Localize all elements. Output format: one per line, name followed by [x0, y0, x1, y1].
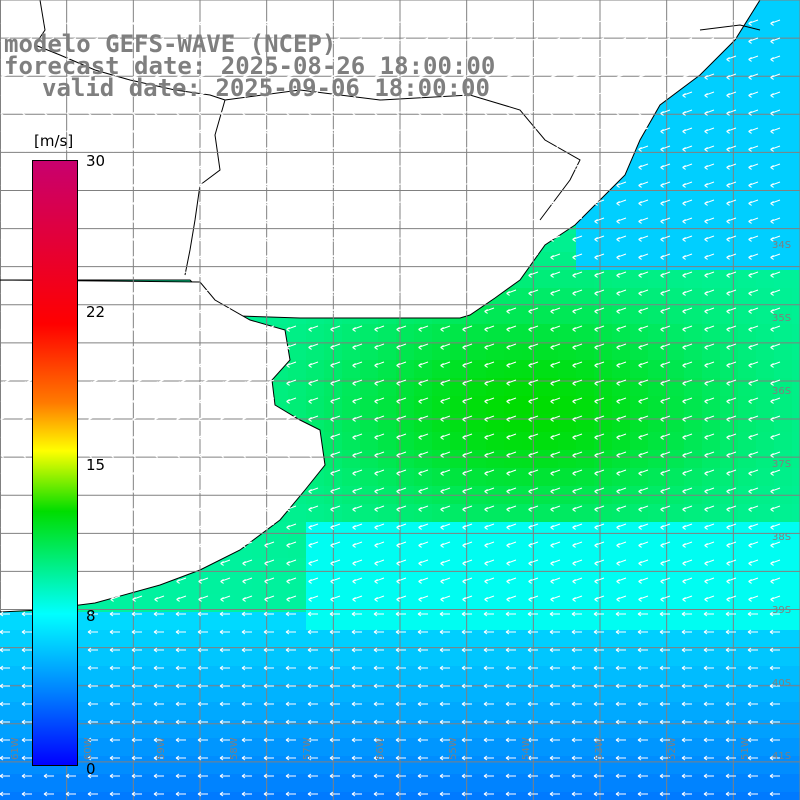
lat-label: 36S — [772, 386, 791, 397]
lat-label: 41S — [772, 751, 791, 762]
lon-label: 58W — [229, 737, 240, 760]
latitude-labels: 34S 35S 36S 37S 38S 39S 40S 41S — [772, 240, 791, 762]
model-title: modelo GEFS-WAVE (NCEP) — [4, 30, 337, 58]
lon-label: 54W — [521, 737, 532, 760]
colorbar-tick-8: 8 — [86, 607, 96, 625]
lat-label: 34S — [772, 240, 791, 251]
colorbar-tick-0: 0 — [86, 760, 96, 778]
lon-label: 51W — [740, 737, 751, 760]
lon-label: 53W — [594, 737, 605, 760]
lat-label: 38S — [772, 532, 791, 543]
lon-label: 55W — [448, 737, 459, 760]
lon-label: 57W — [302, 737, 313, 760]
lat-label: 35S — [772, 313, 791, 324]
wind-arrows — [0, 19, 781, 797]
forecast-date: forecast date: 2025-08-26 18:00:00 — [4, 52, 496, 80]
valid-date: valid date: 2025-09-06 18:00:00 — [42, 74, 490, 102]
colorbar — [32, 160, 78, 766]
lat-label: 40S — [772, 678, 791, 689]
lon-label: 52W — [667, 737, 678, 760]
lon-label: 60W — [83, 737, 94, 760]
lon-label: 56W — [375, 737, 386, 760]
colorbar-tick-15: 15 — [86, 456, 106, 474]
lat-label: 39S — [772, 605, 791, 616]
colorbar-unit: [m/s] — [34, 132, 74, 150]
colorbar-tick-30: 30 — [86, 152, 106, 170]
colorbar-tick-22: 22 — [86, 303, 106, 321]
longitude-labels: 61W 60W 59W 58W 57W 56W 55W 54W 53W 52W 51W — [10, 737, 751, 760]
lon-label: 59W — [156, 737, 167, 760]
lat-label: 37S — [772, 459, 791, 470]
lon-label: 61W — [10, 737, 21, 760]
land-west — [0, 279, 326, 613]
